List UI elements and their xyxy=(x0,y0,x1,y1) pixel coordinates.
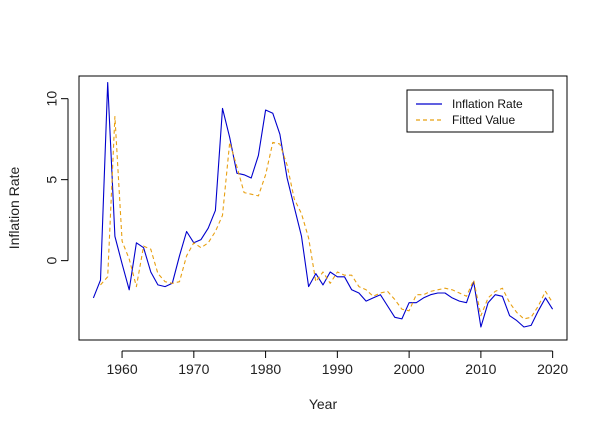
series-line-fitted-value xyxy=(100,115,554,320)
series-layer xyxy=(92,81,554,328)
series-line-inflation-rate xyxy=(92,81,554,328)
y-tick-label: 0 xyxy=(44,257,60,265)
y-axis-label: Inflation Rate xyxy=(6,167,22,250)
x-tick-label: 2010 xyxy=(465,361,496,377)
x-axis: 1960 1970 1980 1990 2000 2010 2020 xyxy=(106,350,568,377)
legend-box xyxy=(406,89,554,133)
x-tick-label: 1980 xyxy=(250,361,281,377)
y-tick-label: 10 xyxy=(44,91,60,107)
x-axis-label: Year xyxy=(309,396,338,412)
x-tick-label: 1990 xyxy=(322,361,353,377)
x-tick-label: 2000 xyxy=(394,361,425,377)
y-tick-label: 5 xyxy=(44,176,60,184)
x-tick-label: 1960 xyxy=(106,361,137,377)
legend-label-fitted-value: Fitted Value xyxy=(452,113,515,127)
x-tick-label: 2020 xyxy=(537,361,568,377)
y-axis: 0 5 10 xyxy=(44,91,69,265)
plot-frame xyxy=(78,75,568,341)
legend: Inflation Rate Fitted Value xyxy=(406,89,554,133)
legend-label-inflation-rate: Inflation Rate xyxy=(452,97,523,111)
x-tick-label: 1970 xyxy=(178,361,209,377)
